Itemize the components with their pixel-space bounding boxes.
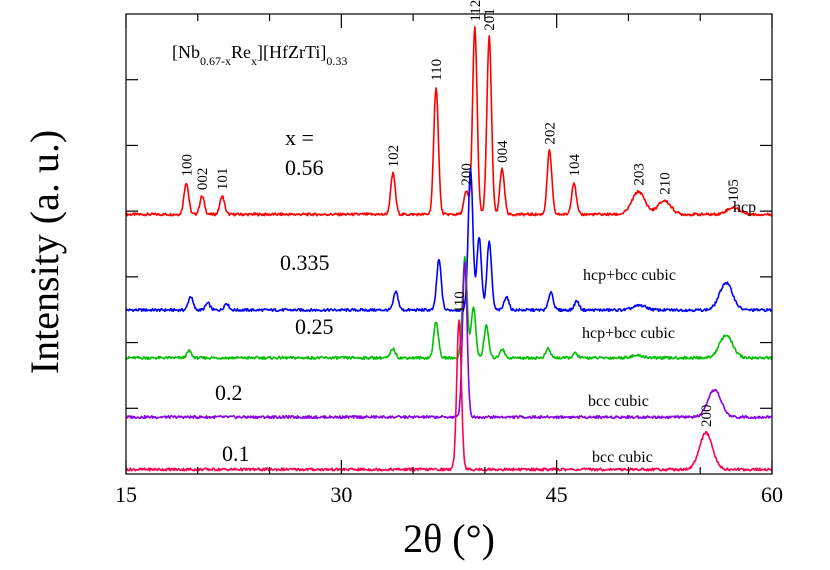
- x-tick-label: 45: [546, 482, 568, 507]
- series-label: 0.335: [280, 250, 330, 275]
- peak-label: 203: [631, 163, 647, 186]
- series-line-0_25: [125, 255, 773, 361]
- series-layer: [125, 26, 773, 472]
- phase-label: hcp+bcc cubic: [582, 325, 675, 342]
- series-line-0_335: [125, 167, 773, 313]
- series-line-0_56: [125, 26, 773, 217]
- x-tick-label: 60: [761, 482, 783, 507]
- chart-title: [Nb0.67-xRex][HfZrTi]0.33: [172, 42, 347, 68]
- title-subscript: x: [251, 54, 257, 68]
- series-label: 0.2: [215, 380, 243, 405]
- title-part: ][HfZrTi]: [257, 42, 326, 62]
- series-line-0_2: [125, 261, 773, 420]
- peak-label: 110: [452, 291, 468, 313]
- plot-frame: [125, 13, 773, 475]
- phase-label: bcc cubic: [588, 393, 649, 410]
- y-axis-label: Intensity (a. u.): [22, 130, 67, 374]
- phase-label: hcp+bcc cubic: [583, 267, 676, 284]
- peak-label: 101: [215, 168, 231, 191]
- x-tick-label: 15: [115, 482, 137, 507]
- title-subscript: 0.67-x: [200, 54, 231, 68]
- series-label: 0.56: [285, 155, 324, 180]
- peak-label: 210: [657, 172, 673, 195]
- peak-label: 105: [726, 179, 742, 202]
- title-part: [Nb: [172, 42, 200, 62]
- x-tick-label: 30: [330, 482, 352, 507]
- phase-label: hcp: [733, 199, 756, 216]
- series-prefix-label: x =: [285, 125, 314, 150]
- peak-label: 100: [179, 154, 195, 177]
- peak-label: 004: [495, 140, 511, 163]
- peak-label: 112: [468, 0, 484, 22]
- phase-label: bcc cubic: [592, 449, 653, 466]
- title-part: Re: [231, 42, 251, 62]
- peak-label: 002: [195, 168, 211, 191]
- tick-layer: 15 30 45 60: [115, 14, 783, 507]
- peak-label: 110: [429, 59, 445, 81]
- peak-label: 200: [459, 163, 475, 186]
- title-subscript: 0.33: [326, 54, 347, 68]
- x-axis-label: 2θ (°): [403, 516, 495, 561]
- peak-label: 102: [386, 145, 402, 168]
- peak-label: 200: [699, 405, 715, 428]
- series-label: 0.25: [295, 314, 334, 339]
- peak-label: 202: [542, 122, 558, 145]
- peak-label: 104: [567, 154, 583, 177]
- series-line-0_1: [125, 319, 773, 472]
- series-label: 0.1: [222, 441, 250, 466]
